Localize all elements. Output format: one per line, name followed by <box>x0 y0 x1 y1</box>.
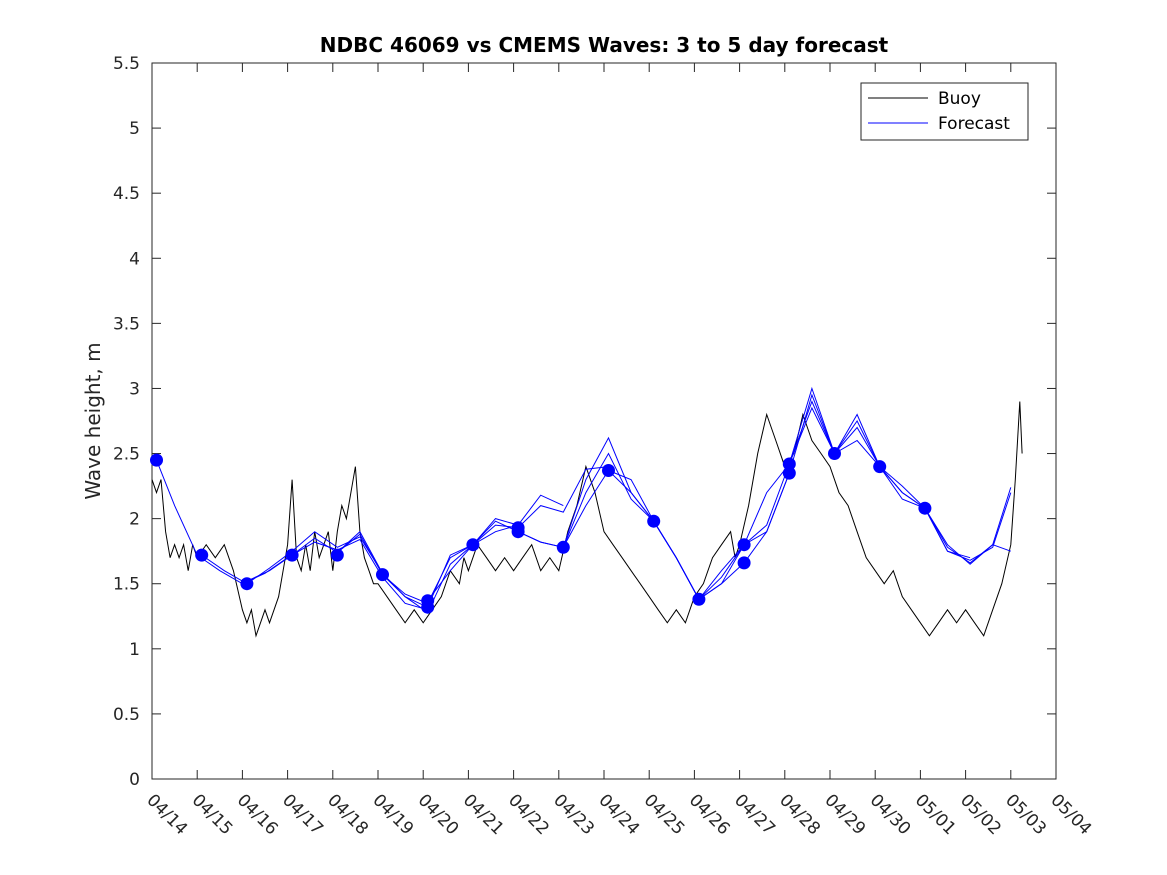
x-tick-label: 04/15 <box>188 790 237 839</box>
y-tick-label: 4.5 <box>113 184 140 204</box>
legend-box <box>860 82 1029 141</box>
y-tick-label: 0.5 <box>113 705 140 725</box>
x-tick-label: 04/25 <box>640 790 689 839</box>
forecast-series-line <box>924 487 1012 564</box>
y-tick-label: 1.5 <box>113 575 140 595</box>
forecast-start-marker <box>647 514 661 528</box>
forecast-start-marker <box>556 540 570 554</box>
forecast-start-marker <box>511 521 525 535</box>
x-tick-label: 04/14 <box>142 790 191 839</box>
y-tick-label: 5.5 <box>113 54 140 74</box>
x-tick-label: 05/02 <box>956 790 1005 839</box>
y-tick-label: 4 <box>129 249 140 269</box>
y-tick-label: 2 <box>129 510 140 530</box>
y-axis-label: Wave height, m <box>81 342 105 499</box>
y-tick-label: 5 <box>129 119 140 139</box>
x-tick-label: 05/04 <box>1046 790 1095 839</box>
forecast-start-marker <box>828 447 841 460</box>
forecast-start-marker <box>240 577 254 591</box>
legend: Buoy Forecast <box>860 82 1029 141</box>
y-tick-label: 1 <box>129 640 140 660</box>
forecast-start-marker <box>873 460 887 474</box>
x-tick-label: 04/26 <box>685 790 734 839</box>
forecast-start-marker <box>692 592 706 606</box>
x-tick-label: 04/19 <box>368 790 417 839</box>
x-tick-label: 04/17 <box>278 790 327 839</box>
x-tick-label: 04/24 <box>594 790 643 839</box>
x-tick-label: 04/22 <box>504 790 553 839</box>
y-tick-label: 3 <box>129 379 140 399</box>
forecast-start-marker <box>737 538 751 552</box>
y-tick-label: 3.5 <box>113 314 140 334</box>
x-tick-label: 05/03 <box>1001 790 1050 839</box>
buoy-series-line <box>151 401 1023 638</box>
x-tick-label: 04/29 <box>820 790 869 839</box>
x-tick-label: 04/16 <box>233 790 282 839</box>
forecast-start-marker <box>421 600 435 614</box>
x-tick-label: 04/20 <box>414 790 463 839</box>
forecast-start-marker <box>330 548 344 562</box>
legend-label: Forecast <box>938 114 1010 134</box>
y-tick-label: 2.5 <box>113 445 140 465</box>
x-tick-label: 04/30 <box>866 790 915 839</box>
chart-title: NDBC 46069 vs CMEMS Waves: 3 to 5 day fo… <box>320 33 889 57</box>
x-tick-label: 04/28 <box>775 790 824 839</box>
forecast-start-marker <box>602 464 615 477</box>
forecast-start-marker <box>285 548 299 562</box>
forecast-start-marker <box>376 568 389 582</box>
x-tick-label: 04/23 <box>549 790 598 839</box>
axes-box <box>151 62 1057 780</box>
x-tick-label: 04/18 <box>323 790 372 839</box>
forecast-start-marker <box>466 538 480 552</box>
forecast-series-line <box>879 466 1012 561</box>
forecast-start-marker <box>918 501 932 515</box>
forecast-start-marker <box>150 453 163 467</box>
forecast-start-marker <box>782 466 796 480</box>
x-tick-label: 04/21 <box>459 790 508 839</box>
x-tick-label: 04/27 <box>730 790 779 839</box>
x-tick-label: 05/01 <box>911 790 960 839</box>
forecast-start-marker <box>195 548 209 562</box>
y-tick-label: 0 <box>129 770 140 790</box>
forecast-start-marker <box>737 556 751 570</box>
plot-area: 00.511.522.533.544.555.504/1404/1504/160… <box>113 54 1095 839</box>
forecast-start-marker <box>782 457 796 471</box>
legend-label: Buoy <box>938 89 981 109</box>
